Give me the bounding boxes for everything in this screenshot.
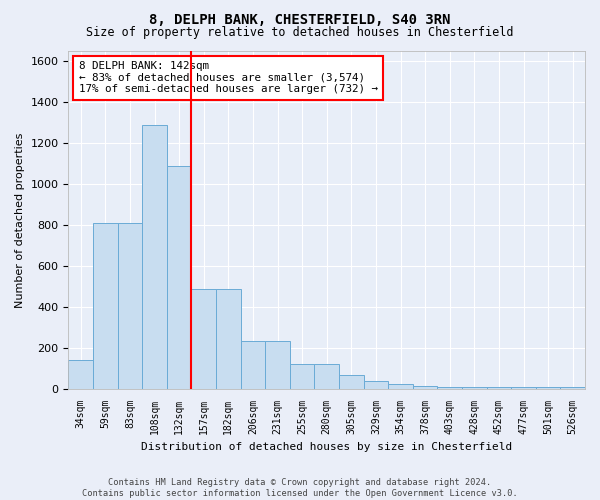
Text: Contains HM Land Registry data © Crown copyright and database right 2024.
Contai: Contains HM Land Registry data © Crown c… [82, 478, 518, 498]
Bar [364, 381, 388, 389]
Bar [437, 387, 462, 389]
Text: 8, DELPH BANK, CHESTERFIELD, S40 3RN: 8, DELPH BANK, CHESTERFIELD, S40 3RN [149, 12, 451, 26]
Bar [290, 364, 314, 389]
X-axis label: Distribution of detached houses by size in Chesterfield: Distribution of detached houses by size … [141, 442, 512, 452]
Bar [191, 289, 216, 389]
Bar [511, 387, 536, 389]
Text: Size of property relative to detached houses in Chesterfield: Size of property relative to detached ho… [86, 26, 514, 39]
Bar [487, 387, 511, 389]
Text: 8 DELPH BANK: 142sqm
← 83% of detached houses are smaller (3,574)
17% of semi-de: 8 DELPH BANK: 142sqm ← 83% of detached h… [79, 61, 378, 94]
Bar [536, 387, 560, 389]
Bar [314, 364, 339, 389]
Bar [388, 384, 413, 389]
Bar [560, 387, 585, 389]
Y-axis label: Number of detached properties: Number of detached properties [15, 132, 25, 308]
Bar [118, 223, 142, 389]
Bar [68, 360, 93, 389]
Bar [93, 223, 118, 389]
Bar [142, 125, 167, 389]
Bar [241, 341, 265, 389]
Bar [339, 375, 364, 389]
Bar [216, 289, 241, 389]
Bar [167, 166, 191, 389]
Bar [413, 386, 437, 389]
Bar [462, 387, 487, 389]
Bar [265, 341, 290, 389]
